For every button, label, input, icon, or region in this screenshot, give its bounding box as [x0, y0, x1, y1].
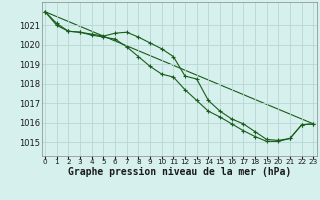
X-axis label: Graphe pression niveau de la mer (hPa): Graphe pression niveau de la mer (hPa) [68, 167, 291, 177]
